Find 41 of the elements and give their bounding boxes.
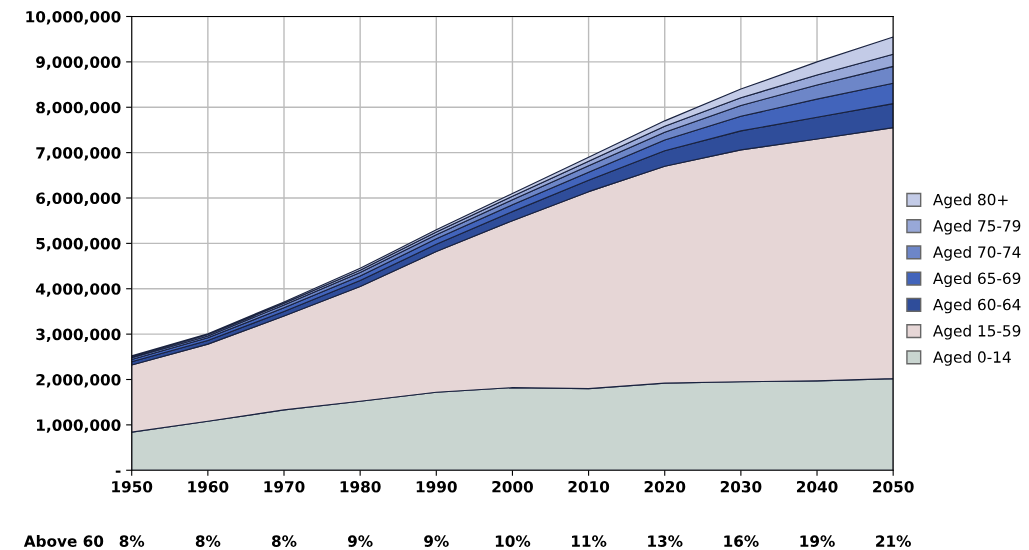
- x-tick-label: 2030: [720, 480, 762, 493]
- legend-label: Aged 70-74: [933, 246, 1021, 261]
- text: 8%: [271, 535, 297, 547]
- y-tick-label: 8,000,000: [36, 101, 121, 116]
- x-tick-label: 1970: [264, 480, 305, 493]
- text: 16%: [724, 535, 759, 547]
- text: 19%: [800, 535, 835, 547]
- text: 8%: [119, 535, 145, 547]
- x-tick-label: 1990: [416, 480, 457, 493]
- y-tick-label: 1,000,000: [37, 419, 121, 433]
- y-tick-label: 7,000,000: [36, 147, 121, 161]
- text: 11%: [572, 535, 607, 547]
- text: 8%: [195, 535, 221, 547]
- text: 9%: [424, 535, 449, 547]
- text: 10%: [495, 535, 531, 547]
- y-tick-label: 4,000,000: [35, 283, 121, 297]
- text: 21%: [876, 535, 911, 547]
- text: 13%: [648, 535, 683, 547]
- text: 9%: [347, 535, 373, 547]
- legend-label: Aged 15-59: [933, 324, 1021, 340]
- legend-label: Aged 80+: [933, 193, 1008, 209]
- x-tick-label: 2040: [796, 480, 838, 493]
- legend-label: Aged 75-79: [933, 219, 1021, 235]
- y-tick-label: -: [115, 470, 121, 473]
- y-tick-label: 9,000,000: [36, 56, 121, 70]
- x-tick-label: 2020: [644, 480, 686, 493]
- x-tick-label: 2050: [873, 480, 914, 493]
- y-tick-label: 3,000,000: [36, 328, 121, 343]
- legend-label: Aged 65-69: [933, 272, 1021, 288]
- x-tick-label: 1950: [112, 480, 153, 493]
- y-tick-label: 2,000,000: [36, 373, 121, 388]
- y-tick-label: 5,000,000: [36, 237, 121, 252]
- text: Above 60: [23, 535, 104, 547]
- y-tick-label: 6,000,000: [36, 192, 121, 206]
- x-tick-label: 1960: [188, 480, 229, 493]
- x-tick-label: 2000: [492, 480, 533, 493]
- legend-label: Aged 0-14: [933, 351, 1011, 366]
- legend-label: Aged 60-64: [933, 298, 1021, 314]
- y-tick-label: 10,000,000: [26, 10, 121, 25]
- x-tick-label: 2010: [568, 480, 610, 493]
- x-tick-label: 1980: [340, 480, 381, 493]
